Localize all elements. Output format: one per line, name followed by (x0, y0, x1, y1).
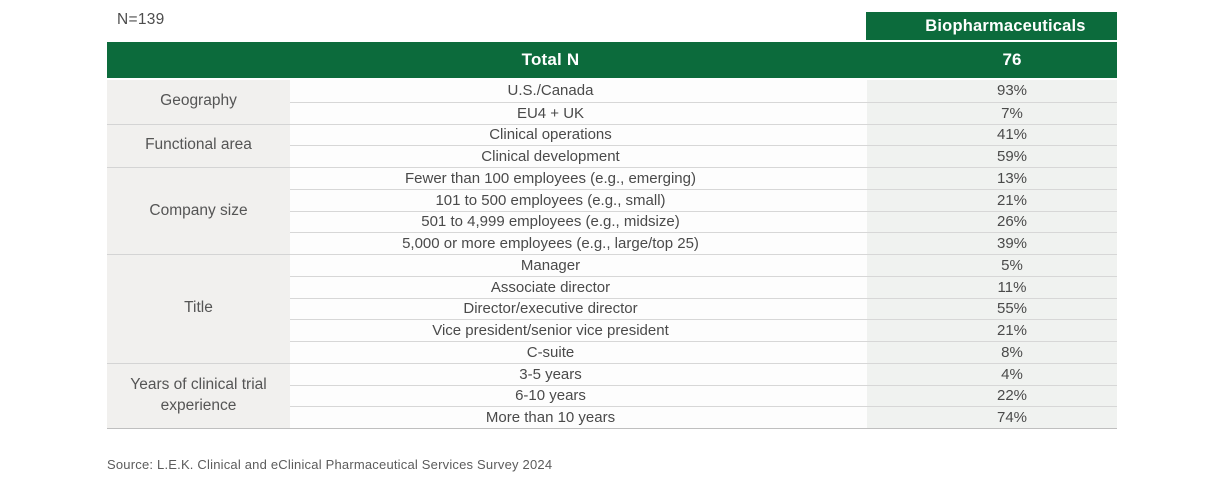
row-label-cell: 6-10 years (290, 384, 867, 407)
category-cell: Geography (107, 80, 290, 124)
row-value-cell: 5% (867, 254, 1117, 276)
row-value-cell: 11% (867, 275, 1117, 298)
category-label: Title (184, 299, 213, 317)
row-value-cell: 93% (867, 80, 1117, 102)
row-label-cell: Vice president/senior vice president (290, 319, 867, 341)
category-label: Years of clinical trial experience (130, 375, 267, 414)
row-label-cell: 501 to 4,999 employees (e.g., midsize) (290, 210, 867, 233)
category-cell: Functional area (107, 123, 290, 167)
row-value-cell: 13% (867, 167, 1117, 189)
table-body: Geography U.S./Canada 93% EU4 + UK 7% Functio… (107, 80, 1117, 429)
row-value-cell: 21% (867, 188, 1117, 211)
row-value-cell: 39% (867, 232, 1117, 254)
row-value-cell: 22% (867, 384, 1117, 407)
row-label-cell: 101 to 500 employees (e.g., small) (290, 188, 867, 211)
category-label: Geography (160, 92, 237, 110)
row-label-cell: Fewer than 100 employees (e.g., emerging… (290, 167, 867, 189)
row-value-cell: 59% (867, 145, 1117, 167)
row-label-cell: U.S./Canada (290, 80, 867, 102)
row-value-cell: 74% (867, 406, 1117, 428)
row-value-cell: 55% (867, 297, 1117, 320)
category-label: Functional area (145, 136, 252, 154)
column-header-label: Biopharmaceuticals (925, 17, 1086, 35)
category-cell: Years of clinical trial experience (107, 362, 290, 428)
row-label-cell: Associate director (290, 275, 867, 298)
row-value-cell: 4% (867, 362, 1117, 385)
category-cell: Title (107, 254, 290, 363)
row-value-cell: 26% (867, 210, 1117, 233)
total-n-value: 76 (1002, 50, 1022, 69)
demographics-table: Total N 76 Geography U.S./Canada 93% EU4 + … (107, 42, 1117, 429)
row-label-cell: More than 10 years (290, 406, 867, 428)
row-value-cell: 21% (867, 319, 1117, 341)
row-value-cell: 7% (867, 101, 1117, 124)
row-label-cell: 3-5 years (290, 362, 867, 385)
row-label-cell: EU4 + UK (290, 101, 867, 124)
row-label-cell: Director/executive director (290, 297, 867, 320)
source-note: Source: L.E.K. Clinical and eClinical Ph… (107, 457, 553, 472)
total-n-label: Total N (521, 50, 580, 69)
row-value-cell: 8% (867, 341, 1117, 363)
row-value-cell: 41% (867, 123, 1117, 146)
row-label-cell: Clinical operations (290, 123, 867, 146)
category-label: Company size (149, 201, 248, 219)
row-label-cell: C-suite (290, 341, 867, 363)
row-label-cell: 5,000 or more employees (e.g., large/top… (290, 232, 867, 254)
row-label-cell: Clinical development (290, 145, 867, 167)
column-header-box: Biopharmaceuticals (866, 12, 1117, 40)
table-header-row: Total N 76 (107, 42, 1117, 80)
sample-size-label: N=139 (117, 11, 165, 28)
category-cell: Company size (107, 167, 290, 254)
row-label-cell: Manager (290, 254, 867, 276)
